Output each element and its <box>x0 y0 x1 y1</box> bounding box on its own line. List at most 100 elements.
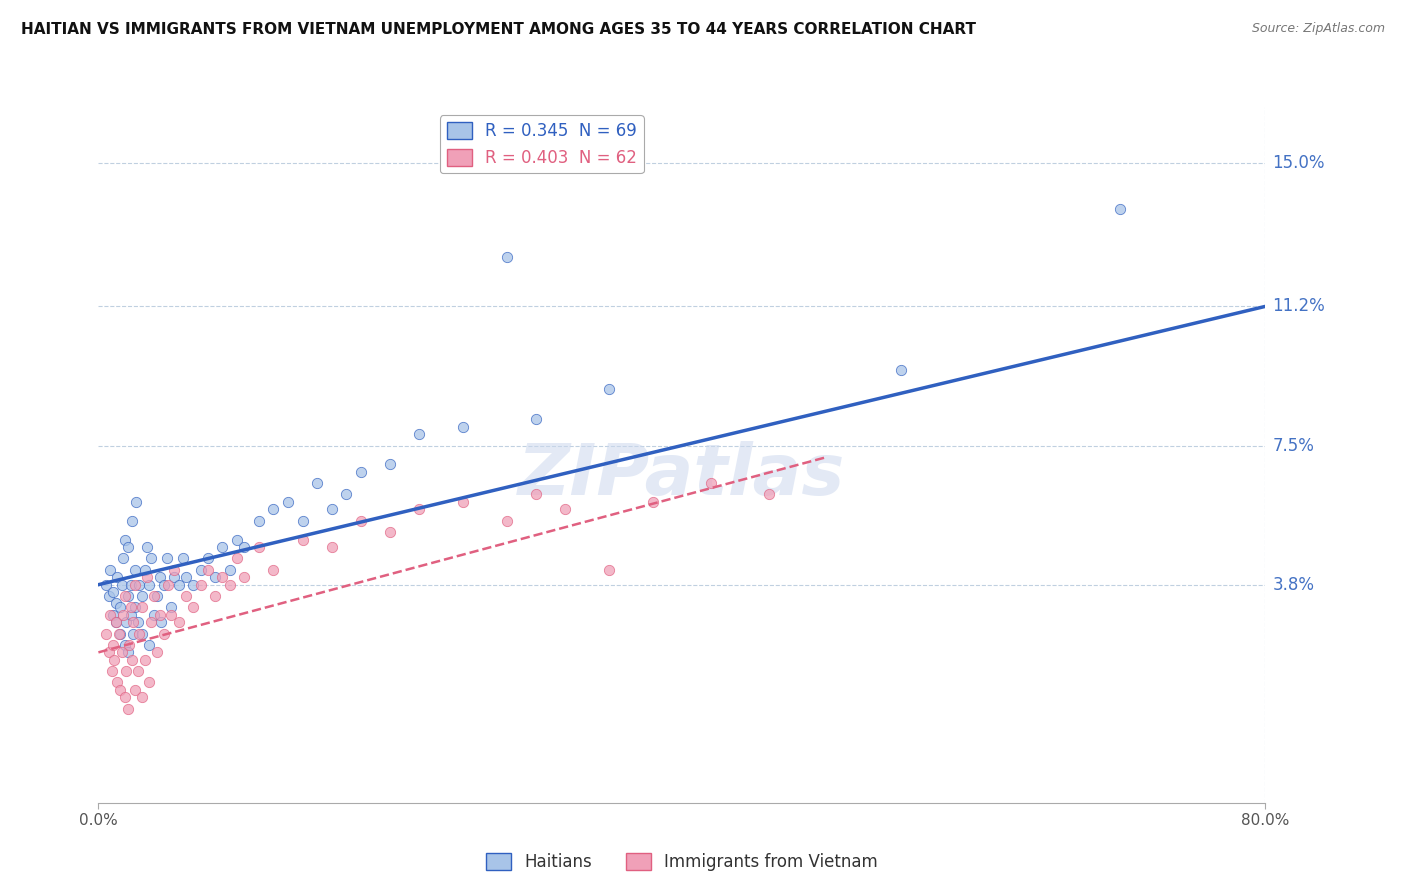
Point <box>146 645 169 659</box>
Point <box>226 551 249 566</box>
Point <box>117 645 139 659</box>
Point <box>138 675 160 690</box>
Point <box>138 577 160 591</box>
Point <box>131 600 153 615</box>
Text: 7.5%: 7.5% <box>1272 436 1315 455</box>
Point <box>174 589 197 603</box>
Point <box>495 514 517 528</box>
Point <box>128 626 150 640</box>
Point <box>307 476 329 491</box>
Point <box>138 638 160 652</box>
Text: ZIPatlas: ZIPatlas <box>519 442 845 510</box>
Point <box>204 570 226 584</box>
Point <box>114 638 136 652</box>
Point <box>163 570 186 584</box>
Point <box>121 514 143 528</box>
Point <box>112 551 135 566</box>
Point <box>120 600 142 615</box>
Point <box>97 645 120 659</box>
Point <box>117 702 139 716</box>
Point <box>124 683 146 698</box>
Point <box>104 597 127 611</box>
Point <box>160 600 183 615</box>
Point <box>174 570 197 584</box>
Point <box>408 502 430 516</box>
Point <box>103 653 125 667</box>
Point <box>247 514 270 528</box>
Point <box>350 514 373 528</box>
Point <box>1108 202 1130 216</box>
Point <box>122 615 145 630</box>
Point <box>211 540 233 554</box>
Point <box>127 664 149 678</box>
Text: 15.0%: 15.0% <box>1272 154 1324 172</box>
Point <box>160 607 183 622</box>
Point <box>111 577 134 591</box>
Point <box>149 570 172 584</box>
Point <box>135 540 157 554</box>
Point <box>451 419 474 434</box>
Point <box>156 551 179 566</box>
Point <box>150 615 173 630</box>
Point <box>101 638 124 652</box>
Point <box>335 487 357 501</box>
Point <box>104 615 127 630</box>
Point <box>98 563 121 577</box>
Point <box>139 615 162 630</box>
Point <box>262 563 284 577</box>
Point <box>120 607 142 622</box>
Point <box>350 465 373 479</box>
Text: 11.2%: 11.2% <box>1272 297 1326 316</box>
Point <box>115 615 138 630</box>
Point <box>291 533 314 547</box>
Point <box>118 638 141 652</box>
Point <box>378 458 402 472</box>
Point <box>128 577 150 591</box>
Point <box>105 570 128 584</box>
Point <box>153 577 176 591</box>
Point <box>554 502 576 516</box>
Point <box>135 570 157 584</box>
Point <box>291 514 314 528</box>
Point <box>204 589 226 603</box>
Point <box>108 626 131 640</box>
Point <box>226 533 249 547</box>
Text: HAITIAN VS IMMIGRANTS FROM VIETNAM UNEMPLOYMENT AMONG AGES 35 TO 44 YEARS CORREL: HAITIAN VS IMMIGRANTS FROM VIETNAM UNEMP… <box>21 22 976 37</box>
Point <box>157 577 180 591</box>
Point <box>110 600 132 615</box>
Point <box>114 589 136 603</box>
Point <box>153 626 176 640</box>
Point <box>277 495 299 509</box>
Point <box>122 626 145 640</box>
Point <box>524 487 547 501</box>
Point <box>112 607 135 622</box>
Point <box>100 664 122 678</box>
Point <box>163 563 186 577</box>
Point <box>98 607 121 622</box>
Point <box>104 615 127 630</box>
Point <box>181 600 204 615</box>
Point <box>110 683 132 698</box>
Point <box>598 382 620 396</box>
Point <box>115 664 138 678</box>
Point <box>101 607 124 622</box>
Point <box>124 577 146 591</box>
Point <box>181 577 204 591</box>
Point <box>197 563 219 577</box>
Point <box>641 495 664 509</box>
Point <box>218 563 240 577</box>
Point <box>321 502 343 516</box>
Point <box>167 615 190 630</box>
Point <box>598 563 620 577</box>
Point <box>97 589 120 603</box>
Legend: Haitians, Immigrants from Vietnam: Haitians, Immigrants from Vietnam <box>479 847 884 878</box>
Point <box>110 626 132 640</box>
Point <box>131 626 153 640</box>
Point <box>94 577 117 591</box>
Point <box>142 607 165 622</box>
Point <box>125 495 148 509</box>
Point <box>890 363 912 377</box>
Point <box>134 563 156 577</box>
Text: 3.8%: 3.8% <box>1272 575 1315 594</box>
Point <box>142 589 165 603</box>
